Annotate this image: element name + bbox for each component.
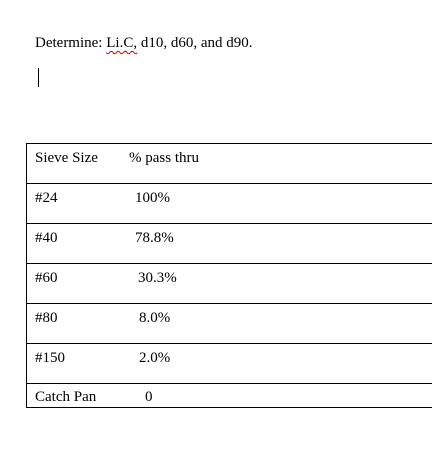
header-sieve-size: Sieve Size xyxy=(35,150,98,166)
heading-prefix: Determine: xyxy=(35,35,107,51)
sieve-table: Sieve Size % pass thru #24 100% #40 78.8… xyxy=(26,143,432,408)
cell-sieve-size: #150 xyxy=(35,350,65,366)
cell-percent-pass: 78.8% xyxy=(135,230,174,246)
cell-sieve-size: #80 xyxy=(35,310,58,326)
table-row: #150 2.0% xyxy=(27,344,432,384)
cell-percent-pass: 30.3% xyxy=(138,270,177,286)
table-row: #80 8.0% xyxy=(27,304,432,344)
cell-percent-pass: 0 xyxy=(145,389,153,405)
table-row: #60 30.3% xyxy=(27,264,432,304)
header-percent-pass: % pass thru xyxy=(129,150,199,166)
cell-percent-pass: 2.0% xyxy=(139,350,171,366)
cell-percent-pass: 8.0% xyxy=(139,310,171,326)
table-header-row: Sieve Size % pass thru xyxy=(27,144,432,184)
cell-sieve-size: #24 xyxy=(35,190,58,206)
table-row: #24 100% xyxy=(27,184,432,224)
cell-percent-pass: 100% xyxy=(135,190,170,206)
heading-suffix: d10, d60, and d90. xyxy=(137,35,253,51)
table-row: Catch Pan 0 xyxy=(27,384,432,408)
table-row: #40 78.8% xyxy=(27,224,432,264)
spellcheck-flagged-term[interactable]: Li.C, xyxy=(106,35,138,51)
text-cursor xyxy=(38,68,39,87)
cell-sieve-size: #40 xyxy=(35,230,58,246)
cell-sieve-size: Catch Pan xyxy=(35,389,97,405)
cell-sieve-size: #60 xyxy=(35,270,58,286)
question-heading: Determine: Li.C, d10, d60, and d90. xyxy=(35,34,253,52)
